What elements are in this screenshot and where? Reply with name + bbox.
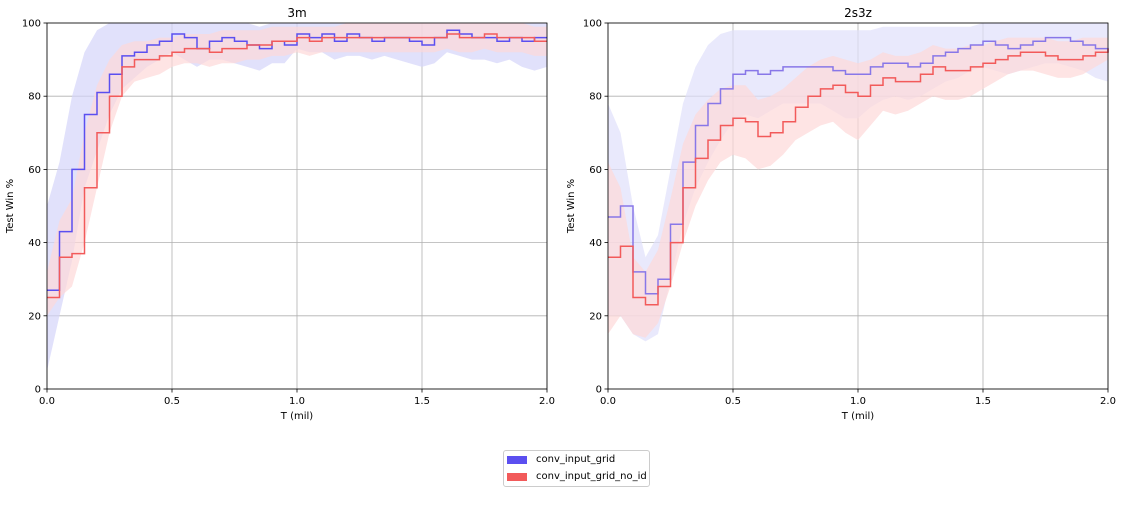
chart-0-ytick-label: 0 [35, 385, 41, 396]
chart-1-xtick-label: 2.0 [1100, 396, 1116, 407]
chart-0-ylabel: Test Win % [5, 179, 16, 234]
chart-0-xlabel: T (mil) [280, 411, 313, 422]
chart-1-xtick-label: 0.5 [725, 396, 741, 407]
chart-1-series-line-1 [608, 48, 1109, 306]
chart-1-ytick-label: 0 [596, 385, 602, 396]
chart-0-xtick-label: 2.0 [539, 396, 555, 407]
chart-0-band-1 [47, 23, 547, 316]
chart-0-xtick-label: 1.5 [414, 396, 430, 407]
chart-1-ytick-label: 100 [583, 19, 602, 30]
chart-0-band-0 [47, 23, 547, 371]
chart-1-series-line-0 [608, 36, 1109, 295]
chart-1-xtick-label: 1.0 [850, 396, 866, 407]
chart-0-ytick-label: 40 [28, 238, 41, 249]
chart-1-xtick-label: 0.0 [600, 396, 616, 407]
legend: conv_input_grid conv_input_grid_no_id [503, 450, 650, 487]
chart-0-ytick-label: 20 [28, 311, 41, 322]
chart-0-series-line-1 [47, 33, 547, 299]
legend-entry-conv-input-grid-no-id: conv_input_grid_no_id [504, 468, 649, 485]
chart-1-ytick-label: 80 [589, 92, 602, 103]
chart-0-title: 3m [287, 6, 306, 20]
chart-0-xtick-label: 1.0 [289, 396, 305, 407]
chart-0-ytick-label: 100 [22, 19, 41, 30]
chart-0: 0.0 0.5 1.0 1.5 2.0 0 20 40 60 80 100 3m T (mil) Test… [5, 6, 555, 422]
legend-swatch-conv-input-grid-no-id [507, 472, 527, 481]
chart-0-ytick-label: 80 [28, 92, 41, 103]
chart-1: 0.0 0.5 1.0 1.5 2.0 0 20 40 60 80 100 2s3z T (mil) Te… [566, 6, 1116, 422]
chart-1-ylabel: Test Win % [566, 179, 577, 234]
legend-swatch-conv-input-grid [507, 455, 527, 464]
chart-1-xlabel: T (mil) [841, 411, 874, 422]
legend-label-conv-input-grid: conv_input_grid [536, 454, 616, 465]
chart-1-band-1 [608, 37, 1108, 338]
chart-1-ytick-label: 20 [589, 311, 602, 322]
chart-0-xtick-label: 0.0 [39, 396, 55, 407]
chart-1-title: 2s3z [844, 6, 872, 20]
chart-1-xtick-label: 1.5 [975, 396, 991, 407]
chart-0-ytick-label: 60 [28, 165, 41, 176]
chart-0-xtick-label: 0.5 [164, 396, 180, 407]
chart-1-ytick-label: 60 [589, 165, 602, 176]
legend-entry-conv-input-grid: conv_input_grid [504, 451, 649, 468]
legend-label-conv-input-grid-no-id: conv_input_grid_no_id [536, 471, 647, 482]
chart-1-ytick-label: 40 [589, 238, 602, 249]
chart-0-series-line-0 [47, 29, 547, 291]
